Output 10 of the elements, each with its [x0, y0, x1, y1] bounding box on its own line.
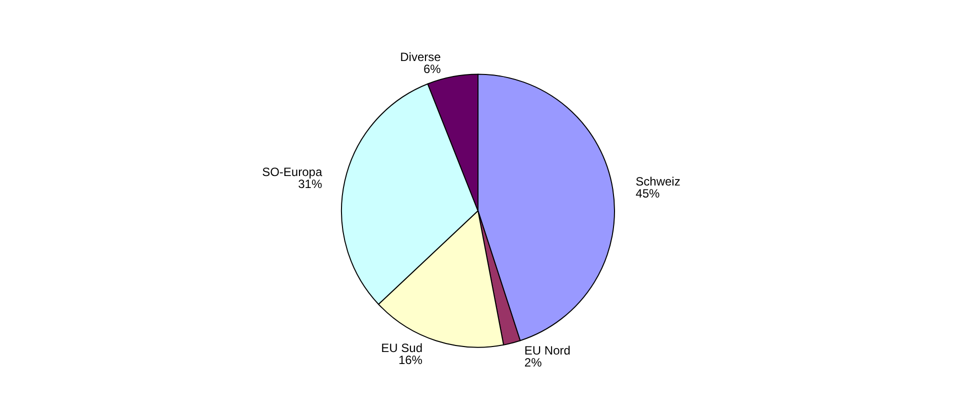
data-label: 45% — [636, 186, 660, 200]
data-label: 6% — [423, 62, 442, 76]
slice-label: Schweiz — [636, 174, 680, 188]
slice-label: Diverse — [400, 50, 442, 64]
slice-label: EU Sud — [381, 340, 422, 355]
slice-label: SO-Europa — [262, 164, 322, 179]
slice-label: EU Nord — [524, 344, 570, 358]
data-label: 2% — [524, 356, 542, 370]
data-label: 31% — [298, 176, 322, 191]
data-label: 16% — [398, 352, 423, 367]
